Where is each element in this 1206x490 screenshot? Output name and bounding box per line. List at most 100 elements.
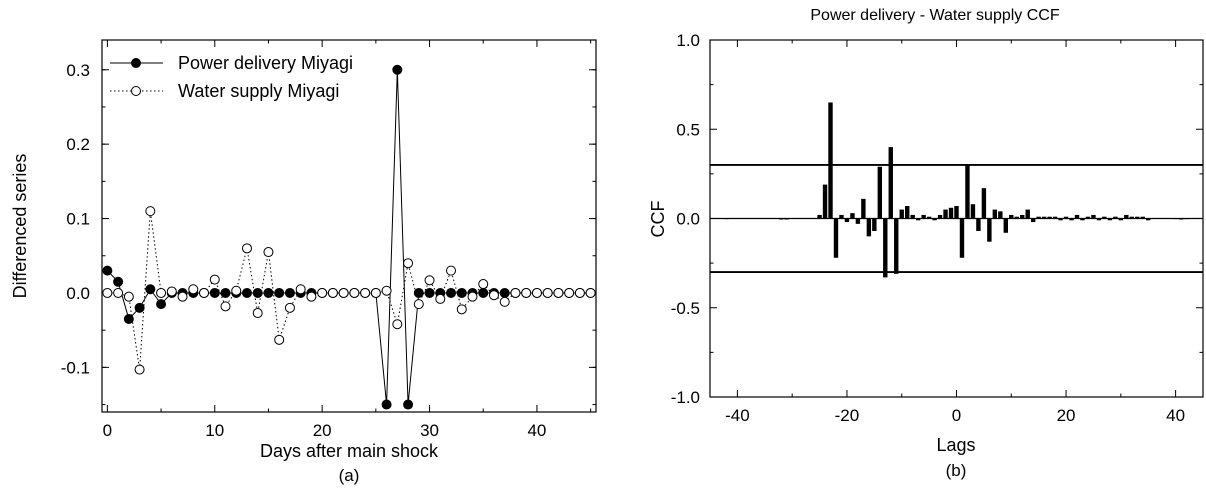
ccf-bar: [1146, 218, 1151, 221]
power-delivery-point: [456, 287, 467, 298]
ccf-bar: [1003, 218, 1008, 233]
water-supply-point: [252, 308, 263, 319]
ccf-bar: [894, 218, 899, 274]
ccf-bar: [779, 218, 784, 220]
water-supply-point: [231, 285, 242, 296]
water-supply-point: [446, 265, 457, 276]
panel-a-legend: Power delivery Miyagi Water supply Miyag…: [110, 53, 353, 101]
ccf-bar: [1009, 214, 1014, 219]
water-supply-point: [403, 258, 414, 269]
ccf-bar: [1173, 218, 1178, 220]
power-delivery-point: [403, 399, 414, 410]
ccf-bar: [855, 218, 861, 224]
panel-b-x-tick-labels: -40 -20 0 20 40: [725, 406, 1185, 425]
water-supply-point: [177, 291, 188, 302]
power-delivery-point: [241, 287, 252, 298]
ccf-bar: [833, 218, 839, 258]
ccf-bar: [1047, 216, 1052, 219]
water-supply-point: [102, 287, 113, 298]
water-supply-point: [413, 299, 424, 310]
ccf-bar: [817, 214, 822, 219]
ccf-bar: [926, 216, 932, 219]
water-supply-point: [510, 287, 521, 298]
power-delivery-point: [381, 399, 392, 410]
power-delivery-point: [156, 299, 167, 310]
ccf-bar: [948, 207, 954, 219]
panel-a-plot-frame: [101, 39, 597, 413]
ccf-bar: [1091, 214, 1096, 219]
panel-b-x-axis-label: Lags: [936, 435, 975, 455]
ccf-bar: [872, 218, 877, 231]
y-tick-label: -0.5: [671, 299, 700, 318]
y-tick-label: 0.0: [66, 284, 90, 303]
ccf-bar: [850, 213, 855, 219]
water-supply-point: [317, 287, 328, 298]
water-supply-point: [381, 285, 392, 296]
power-delivery-point: [274, 287, 285, 298]
ccf-bar: [954, 206, 959, 219]
ccf-bar: [784, 218, 789, 220]
x-tick-label: 0: [952, 406, 961, 425]
ccf-bar: [1184, 218, 1189, 220]
ccf-bar: [866, 218, 872, 237]
water-supply-point: [585, 287, 596, 298]
x-tick-label: 30: [420, 421, 439, 440]
water-supply-point: [327, 287, 338, 298]
water-supply-point: [435, 293, 446, 304]
ccf-bar: [1135, 216, 1140, 219]
water-supply-point: [574, 287, 585, 298]
panel-a-y-tick-labels: -0.1 0.0 0.1 0.2 0.3: [61, 61, 90, 378]
ccf-bar: [1036, 216, 1041, 219]
water-supply-point: [145, 206, 156, 217]
power-delivery-point: [284, 287, 295, 298]
y-tick-label: -1.0: [671, 388, 700, 407]
ccf-bar: [1025, 209, 1030, 219]
water-supply-point: [209, 274, 220, 285]
ccf-bar: [915, 218, 921, 221]
water-supply-point: [306, 291, 317, 302]
power-delivery-point: [134, 302, 145, 313]
ccf-bar: [959, 218, 965, 258]
power-delivery-point: [424, 287, 435, 298]
power-delivery-point: [263, 287, 274, 298]
panel-b-plot-frame: [709, 39, 1204, 398]
power-delivery-point: [413, 287, 424, 298]
ccf-bar: [883, 218, 888, 278]
y-tick-label: 0.1: [66, 210, 90, 229]
ccf-bar: [1085, 216, 1091, 219]
y-tick-label: -0.1: [61, 358, 90, 377]
water-supply-point: [156, 287, 167, 298]
water-supply-point: [456, 304, 467, 315]
water-supply-point: [499, 296, 510, 307]
ccf-bar: [970, 204, 976, 219]
water-supply-point: [521, 287, 532, 298]
water-supply-point: [553, 287, 564, 298]
x-tick-label: 10: [205, 421, 224, 440]
power-delivery-point: [392, 64, 403, 75]
water-supply-point: [284, 302, 295, 313]
ccf-bar: [992, 209, 998, 219]
y-tick-label: 0.3: [66, 61, 90, 80]
x-tick-label: 20: [1057, 406, 1076, 425]
panel-b-title: Power delivery - Water supply CCF: [810, 7, 1059, 24]
power-delivery-point: [252, 287, 263, 298]
panel-a-caption: (a): [339, 466, 360, 485]
water-supply-point: [370, 287, 381, 298]
power-delivery-point: [499, 287, 510, 298]
ccf-bar: [1074, 214, 1080, 219]
ccf-bar: [888, 147, 893, 219]
panel-b-bars: [724, 102, 1189, 278]
panel-b-caption: (b): [946, 461, 967, 480]
ccf-bar: [877, 166, 883, 219]
panel-b-ccf-chart: Power delivery - Water supply CCF -1.0 -0…: [648, 7, 1204, 480]
y-tick-label: 0.0: [676, 210, 700, 229]
water-supply-point: [338, 287, 349, 298]
water-supply-point: [424, 275, 435, 286]
water-supply-point: [360, 287, 371, 298]
power-delivery-point: [478, 287, 489, 298]
ccf-bar: [1129, 216, 1134, 219]
power-delivery-point: [102, 265, 113, 276]
y-tick-label: 1.0: [676, 31, 700, 50]
ccf-bar: [1140, 216, 1145, 219]
